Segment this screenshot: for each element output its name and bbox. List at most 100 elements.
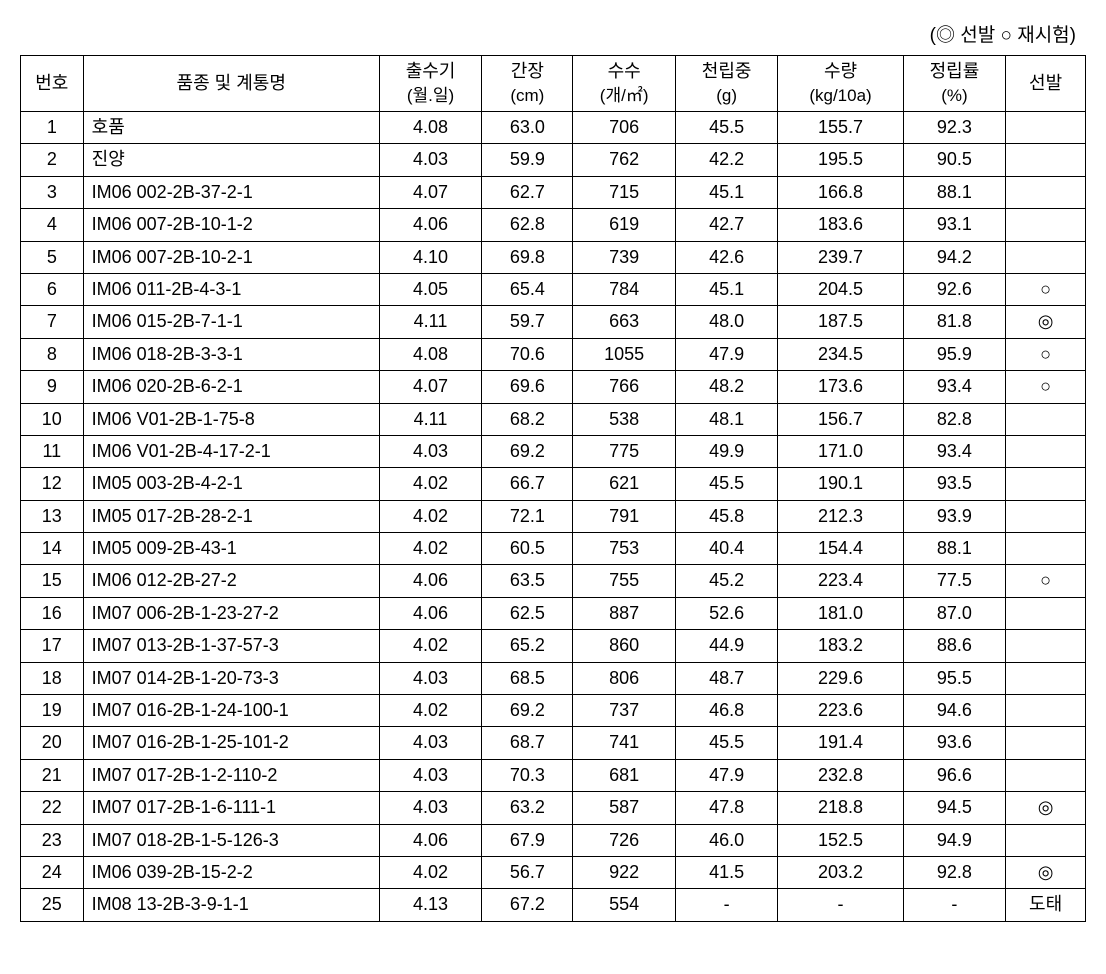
cell-sel	[1006, 759, 1086, 791]
cell-date: 4.03	[379, 662, 482, 694]
cell-name: IM06 012-2B-27-2	[83, 565, 379, 597]
cell-height: 59.9	[482, 144, 573, 176]
cell-name: IM06 007-2B-10-1-2	[83, 209, 379, 241]
cell-num: 24	[21, 856, 84, 888]
cell-sel	[1006, 403, 1086, 435]
cell-height: 59.7	[482, 306, 573, 338]
cell-weight: 48.0	[675, 306, 778, 338]
cell-rate: 94.9	[903, 824, 1006, 856]
cell-num: 17	[21, 630, 84, 662]
cell-height: 69.2	[482, 695, 573, 727]
cell-count: 726	[573, 824, 676, 856]
cell-yield: 232.8	[778, 759, 903, 791]
cell-date: 4.07	[379, 176, 482, 208]
cell-yield: 191.4	[778, 727, 903, 759]
header-yield-sub: (kg/10a)	[809, 86, 871, 105]
cell-weight: 45.1	[675, 176, 778, 208]
cell-height: 65.4	[482, 273, 573, 305]
cell-sel: ○	[1006, 338, 1086, 370]
cell-count: 587	[573, 792, 676, 824]
header-date-main: 출수기	[406, 61, 456, 81]
cell-sel	[1006, 824, 1086, 856]
cell-weight: 42.7	[675, 209, 778, 241]
cell-weight: 45.2	[675, 565, 778, 597]
cell-height: 65.2	[482, 630, 573, 662]
cell-name: IM06 039-2B-15-2-2	[83, 856, 379, 888]
cell-sel: ○	[1006, 371, 1086, 403]
header-sel: 선발	[1006, 56, 1086, 112]
cell-rate: 93.1	[903, 209, 1006, 241]
cell-count: 619	[573, 209, 676, 241]
cell-height: 62.8	[482, 209, 573, 241]
cell-date: 4.06	[379, 597, 482, 629]
cell-sel	[1006, 662, 1086, 694]
cell-num: 13	[21, 500, 84, 532]
table-row: 10IM06 V01-2B-1-75-84.1168.253848.1156.7…	[21, 403, 1086, 435]
cell-count: 755	[573, 565, 676, 597]
cell-date: 4.11	[379, 306, 482, 338]
cell-date: 4.08	[379, 338, 482, 370]
cell-yield: 183.6	[778, 209, 903, 241]
cell-yield: 223.6	[778, 695, 903, 727]
cell-num: 22	[21, 792, 84, 824]
table-row: 12IM05 003-2B-4-2-14.0266.762145.5190.19…	[21, 468, 1086, 500]
cell-num: 4	[21, 209, 84, 241]
cell-name: IM06 V01-2B-4-17-2-1	[83, 435, 379, 467]
cell-weight: 45.5	[675, 112, 778, 144]
cell-date: 4.02	[379, 856, 482, 888]
cell-sel	[1006, 727, 1086, 759]
cell-num: 11	[21, 435, 84, 467]
cell-height: 69.2	[482, 435, 573, 467]
cell-yield: 203.2	[778, 856, 903, 888]
table-row: 2진양4.0359.976242.2195.590.5	[21, 144, 1086, 176]
cell-date: 4.06	[379, 209, 482, 241]
cell-sel: ◎	[1006, 792, 1086, 824]
cell-num: 15	[21, 565, 84, 597]
cell-name: IM06 018-2B-3-3-1	[83, 338, 379, 370]
cell-yield: 173.6	[778, 371, 903, 403]
cell-weight: 45.8	[675, 500, 778, 532]
header-weight-main: 천립중	[702, 61, 752, 81]
cell-num: 16	[21, 597, 84, 629]
table-row: 20IM07 016-2B-1-25-101-24.0368.774145.51…	[21, 727, 1086, 759]
legend-text: (◎ 선발 ○ 재시험)	[20, 20, 1086, 47]
cell-name: IM06 002-2B-37-2-1	[83, 176, 379, 208]
table-row: 23IM07 018-2B-1-5-126-34.0667.972646.015…	[21, 824, 1086, 856]
cell-name: IM08 13-2B-3-9-1-1	[83, 889, 379, 921]
cell-date: 4.05	[379, 273, 482, 305]
cell-date: 4.02	[379, 500, 482, 532]
cell-num: 7	[21, 306, 84, 338]
header-count-main: 수수	[608, 61, 641, 81]
cell-sel	[1006, 176, 1086, 208]
cell-count: 621	[573, 468, 676, 500]
cell-count: 706	[573, 112, 676, 144]
header-weight-sub: (g)	[716, 86, 737, 105]
cell-sel	[1006, 533, 1086, 565]
header-weight: 천립중 (g)	[675, 56, 778, 112]
cell-rate: 88.6	[903, 630, 1006, 662]
cell-name: IM06 011-2B-4-3-1	[83, 273, 379, 305]
cell-rate: 94.2	[903, 241, 1006, 273]
cell-height: 70.6	[482, 338, 573, 370]
cell-sel: 도태	[1006, 889, 1086, 921]
table-row: 17IM07 013-2B-1-37-57-34.0265.286044.918…	[21, 630, 1086, 662]
cell-num: 8	[21, 338, 84, 370]
table-row: 21IM07 017-2B-1-2-110-24.0370.368147.923…	[21, 759, 1086, 791]
cell-num: 12	[21, 468, 84, 500]
table-row: 19IM07 016-2B-1-24-100-14.0269.273746.82…	[21, 695, 1086, 727]
cell-height: 56.7	[482, 856, 573, 888]
cell-num: 14	[21, 533, 84, 565]
header-row: 번호 품종 및 계통명 출수기 (월.일) 간장 (cm) 수수 (개/㎡) 천…	[21, 56, 1086, 112]
cell-yield: 171.0	[778, 435, 903, 467]
cell-rate: 81.8	[903, 306, 1006, 338]
cell-date: 4.02	[379, 630, 482, 662]
cell-count: 887	[573, 597, 676, 629]
cell-name: IM07 017-2B-1-6-111-1	[83, 792, 379, 824]
cell-rate: 92.8	[903, 856, 1006, 888]
cell-yield: 187.5	[778, 306, 903, 338]
cell-height: 63.2	[482, 792, 573, 824]
cell-height: 67.9	[482, 824, 573, 856]
cell-height: 63.0	[482, 112, 573, 144]
header-height-main: 간장	[511, 61, 544, 81]
header-rate: 정립률 (%)	[903, 56, 1006, 112]
